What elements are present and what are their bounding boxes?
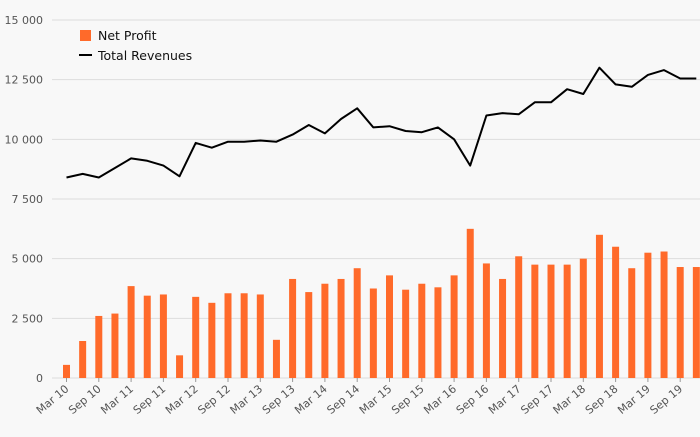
net-profit-bar — [434, 287, 442, 378]
net-profit-bar — [418, 283, 426, 378]
net-profit-bar — [499, 278, 507, 378]
net-profit-bar — [563, 264, 571, 378]
x-tick-label: Mar 10 — [34, 382, 72, 417]
x-tick-label: Mar 19 — [615, 382, 653, 417]
net-profit-bar — [176, 355, 184, 378]
x-tick-label: Sep 10 — [66, 382, 104, 417]
net-profit-bar — [111, 313, 119, 378]
x-tick-label: Mar 13 — [228, 382, 266, 417]
net-profit-bar — [466, 228, 474, 378]
net-profit-bar — [321, 283, 329, 378]
y-tick-label: 12 500 — [5, 74, 44, 87]
net-profit-bar — [337, 278, 345, 378]
net-profit-bar — [660, 251, 668, 378]
y-axis: 0 2 500 5 000 7 500 10 000 12 500 15 000 — [5, 14, 44, 385]
x-tick-label: Sep 11 — [131, 382, 169, 417]
x-tick-label: Mar 12 — [163, 382, 201, 417]
net-profit-bar — [256, 294, 264, 378]
net-profit-bar — [192, 296, 200, 378]
x-tick-label: Sep 12 — [195, 382, 233, 417]
x-tick-label: Sep 15 — [389, 382, 427, 417]
net-profit-bar — [579, 258, 587, 378]
net-profit-bar — [272, 339, 280, 378]
net-profit-bar — [676, 267, 684, 378]
x-tick-label: Sep 16 — [454, 382, 492, 417]
net-profit-bars — [63, 228, 700, 378]
total-revenues-polyline — [66, 66, 697, 179]
x-tick-label: Sep 17 — [518, 382, 556, 417]
net-profit-bar — [628, 268, 636, 378]
y-tick-label: 5 000 — [12, 253, 44, 266]
net-profit-bar — [386, 275, 393, 378]
total-revenues-line — [66, 66, 697, 179]
net-profit-bar — [644, 252, 652, 378]
net-profit-bar — [159, 294, 167, 378]
y-tick-label: 15 000 — [5, 14, 44, 27]
y-tick-label: 2 500 — [12, 312, 44, 325]
y-tick-label: 0 — [36, 372, 43, 385]
net-profit-bar — [547, 264, 555, 378]
net-profit-bar — [208, 302, 216, 378]
x-tick-label: Sep 19 — [647, 382, 685, 417]
net-profit-bar — [482, 263, 490, 378]
net-profit-bar — [224, 293, 232, 378]
net-profit-bar — [402, 289, 410, 378]
net-profit-bar — [289, 278, 297, 378]
net-profit-bar — [240, 293, 248, 378]
net-profit-bar — [63, 364, 70, 378]
net-profit-bar — [305, 292, 313, 378]
net-profit-bar — [79, 341, 87, 378]
net-profit-bar — [531, 264, 539, 378]
net-profit-bar — [692, 267, 700, 378]
net-profit-bar — [369, 288, 377, 378]
x-tick-label: Mar 17 — [486, 382, 524, 417]
legend-label-total-revenues: Total Revenues — [97, 48, 192, 63]
legend-swatch-net-profit — [80, 30, 91, 41]
net-profit-bar — [127, 286, 135, 378]
legend-label-net-profit: Net Profit — [98, 28, 157, 43]
x-tick-label: Mar 14 — [292, 382, 330, 417]
net-profit-bar — [450, 275, 458, 378]
net-profit-bar — [612, 246, 620, 378]
y-tick-label: 7 500 — [12, 193, 44, 206]
x-tick-label: Mar 16 — [421, 382, 459, 417]
y-tick-label: 10 000 — [5, 133, 44, 146]
x-tick-label: Sep 13 — [260, 382, 298, 417]
net-profit-bar — [595, 234, 603, 378]
x-tick-label: Mar 15 — [357, 382, 395, 417]
x-tick-label: Sep 14 — [324, 382, 362, 417]
net-profit-bar — [143, 295, 151, 378]
net-profit-bar — [95, 315, 103, 378]
legend: Net Profit Total Revenues — [79, 28, 192, 63]
net-profit-bar — [515, 256, 523, 378]
x-tick-label: Mar 18 — [551, 382, 589, 417]
x-tick-label: Mar 11 — [98, 382, 136, 417]
x-tick-label: Sep 18 — [583, 382, 621, 417]
net-profit-bar — [353, 268, 361, 378]
